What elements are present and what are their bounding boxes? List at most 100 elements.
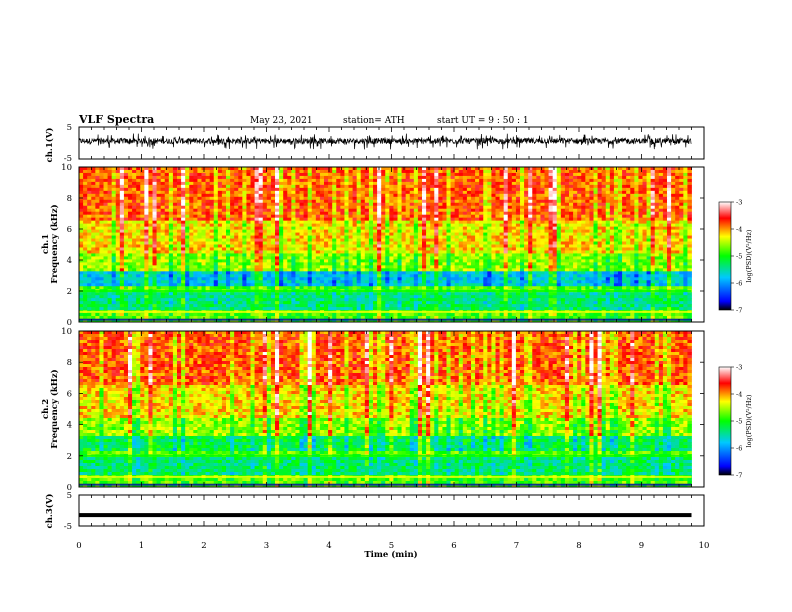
spectrogram-cell xyxy=(512,191,516,194)
spectrogram-cell xyxy=(594,176,598,179)
spectrogram-cell xyxy=(647,227,651,230)
spectrogram-cell xyxy=(157,179,161,182)
spectrogram-cell xyxy=(283,209,287,212)
spectrogram-cell xyxy=(373,221,377,224)
spectrogram-cell xyxy=(185,245,189,248)
spectrogram-cell xyxy=(226,262,230,265)
spectrogram-cell xyxy=(561,227,565,230)
spectrogram-cell xyxy=(536,221,540,224)
spectrogram-cell xyxy=(569,188,573,191)
spectrogram-cell xyxy=(565,247,569,250)
spectrogram-cell xyxy=(471,173,475,176)
spectrogram-cell xyxy=(402,218,406,221)
spectrogram-cell xyxy=(528,206,532,209)
spectrogram-cell xyxy=(398,200,402,203)
spectrogram-cell xyxy=(389,176,393,179)
spectrogram-cell xyxy=(177,209,181,212)
spectrogram-cell xyxy=(389,239,393,242)
spectrogram-cell xyxy=(447,250,451,253)
spectrogram-cell xyxy=(246,185,250,188)
spectrogram-cell xyxy=(291,170,295,173)
spectrogram-cell xyxy=(504,233,508,236)
spectrogram-cell xyxy=(308,218,312,221)
spectrogram-cell xyxy=(181,221,185,224)
spectrogram-cell xyxy=(447,259,451,262)
spectrogram-cell xyxy=(83,221,87,224)
spectrogram-cell xyxy=(124,200,128,203)
spectrogram-cell xyxy=(594,194,598,197)
spectrogram-cell xyxy=(157,188,161,191)
spectrogram-cell xyxy=(455,209,459,212)
spectrogram-cell xyxy=(610,227,614,230)
spectrogram-cell xyxy=(451,227,455,230)
spectrogram-cell xyxy=(528,209,532,212)
spectrogram-cell xyxy=(475,191,479,194)
spectrogram-cell xyxy=(508,230,512,233)
spectrogram-cell xyxy=(83,170,87,173)
spectrogram-cell xyxy=(210,206,214,209)
spectrogram-cell xyxy=(377,200,381,203)
spectrogram-cell xyxy=(161,182,165,185)
spectrogram-cell xyxy=(496,218,500,221)
spectrogram-cell xyxy=(91,230,95,233)
spectrogram-cell xyxy=(557,170,561,173)
spectrogram-cell xyxy=(218,233,222,236)
spectrogram-cell xyxy=(259,239,263,242)
spectrogram-cell xyxy=(226,221,230,224)
spectrogram-cell xyxy=(442,227,446,230)
spectrogram-cell xyxy=(536,242,540,245)
spectrogram-cell xyxy=(487,194,491,197)
spectrogram-cell xyxy=(451,191,455,194)
spectrogram-cell xyxy=(573,212,577,215)
spectrogram-cell xyxy=(169,233,173,236)
spectrogram-cell xyxy=(349,209,353,212)
spectrogram-cell xyxy=(614,221,618,224)
spectrogram-cell xyxy=(540,250,544,253)
spectrogram-cell xyxy=(647,203,651,206)
spectrogram-cell xyxy=(573,173,577,176)
spectrogram-cell xyxy=(300,191,304,194)
spectrogram-cell xyxy=(471,245,475,248)
spectrogram-cell xyxy=(577,203,581,206)
spectrogram-cell xyxy=(234,191,238,194)
spectrogram-cell xyxy=(246,200,250,203)
spectrogram-cell xyxy=(504,206,508,209)
spectrogram-cell xyxy=(132,194,136,197)
spectrogram-cell xyxy=(385,259,389,262)
spectrogram-cell xyxy=(561,233,565,236)
spectrogram-cell xyxy=(136,191,140,194)
spectrogram-cell xyxy=(426,256,430,259)
spectrogram-cell xyxy=(128,191,132,194)
spectrogram-cell xyxy=(87,209,91,212)
spectrogram-cell xyxy=(651,259,655,262)
spectrogram-cell xyxy=(226,185,230,188)
spectrogram-cell xyxy=(577,176,581,179)
spectrogram-cell xyxy=(553,179,557,182)
spectrogram-cell xyxy=(553,182,557,185)
spectrogram-cell xyxy=(414,245,418,248)
spectrogram-cell xyxy=(516,224,520,227)
spectrogram-cell xyxy=(569,224,573,227)
spectrogram-cell xyxy=(414,230,418,233)
spectrogram-cell xyxy=(483,233,487,236)
spectrogram-cell xyxy=(536,194,540,197)
spectrogram-cell xyxy=(349,167,353,170)
spectrogram-cell xyxy=(377,256,381,259)
spectrogram-cell xyxy=(344,230,348,233)
spectrogram-cell xyxy=(471,239,475,242)
spectrogram-cell xyxy=(512,203,516,206)
spectrogram-cell xyxy=(602,200,606,203)
spectrogram-cell xyxy=(287,247,291,250)
spectrogram-cell xyxy=(144,253,148,256)
spectrogram-cell xyxy=(581,179,585,182)
spectrogram-cell xyxy=(393,250,397,253)
spectrogram-cell xyxy=(377,227,381,230)
spectrogram-cell xyxy=(304,176,308,179)
spectrogram-cell xyxy=(675,176,679,179)
spectrogram-cell xyxy=(83,256,87,259)
spectrogram-cell xyxy=(683,247,687,250)
spectrogram-cell xyxy=(663,253,667,256)
spectrogram-cell xyxy=(177,242,181,245)
spectrogram-cell xyxy=(557,203,561,206)
spectrogram-cell xyxy=(496,245,500,248)
